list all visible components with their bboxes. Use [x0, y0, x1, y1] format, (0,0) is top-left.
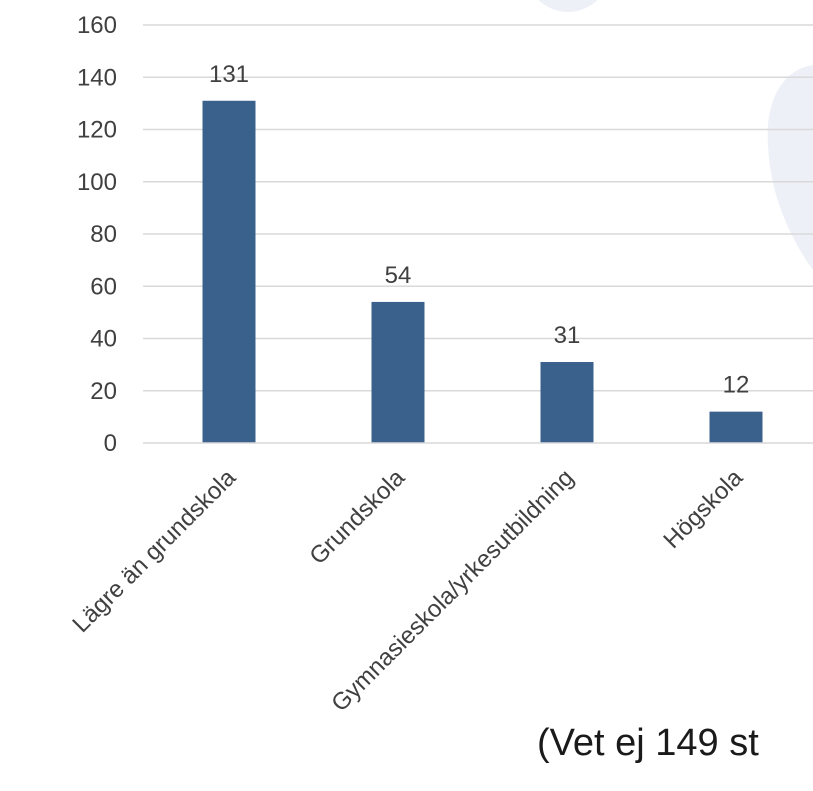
bar: [202, 100, 256, 443]
y-tick-label: 60: [90, 273, 117, 300]
category-label: Högskola: [658, 464, 748, 554]
y-tick-label: 40: [90, 326, 117, 353]
data-labels: 131 54 31 12: [209, 61, 749, 399]
data-label: 12: [723, 372, 750, 399]
data-label: 31: [554, 322, 581, 349]
category-label: Grundskola: [304, 464, 410, 570]
y-tick-label: 140: [77, 64, 117, 91]
bar: [709, 411, 763, 443]
bars: [202, 100, 763, 443]
category-labels: Lägre än grundskola GrundskolaGymnasiesko…: [67, 464, 748, 717]
note-text: (Vet ej 149 st: [537, 722, 759, 764]
category-label: Lägre än grundskola: [67, 464, 241, 638]
bar: [371, 301, 425, 443]
bar: [540, 362, 594, 443]
data-label: 131: [209, 61, 249, 88]
y-tick-label: 20: [90, 378, 117, 405]
y-axis-tick-labels: 0 20 40 60 80 100 120 140 160: [77, 12, 117, 457]
background-decoration: [538, 0, 813, 270]
y-tick-label: 120: [77, 117, 117, 144]
y-tick-label: 100: [77, 169, 117, 196]
y-tick-label: 80: [90, 221, 117, 248]
y-tick-label: 160: [77, 12, 117, 39]
y-tick-label: 0: [104, 430, 117, 457]
data-label: 54: [385, 262, 412, 289]
